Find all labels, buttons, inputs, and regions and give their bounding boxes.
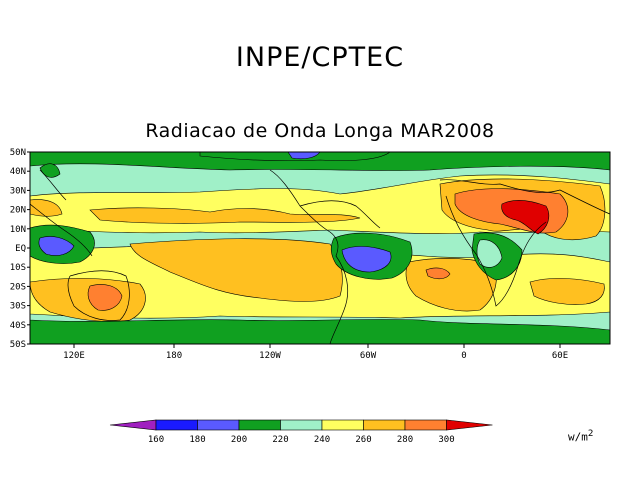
colorbar-high-arrow — [446, 419, 493, 431]
unit-label: w/m2 — [568, 428, 593, 444]
colorbar-label: 280 — [397, 435, 413, 445]
olr-region-13 — [87, 284, 123, 311]
colorbar-label: 180 — [189, 435, 205, 445]
x-tick-label: 60E — [552, 351, 568, 361]
x-axis-ticks: 120E 180 120W 60W 0 60E — [63, 344, 568, 361]
y-tick-label: 50S — [10, 340, 26, 350]
colorbar-label: 260 — [355, 435, 371, 445]
y-tick-label: 30S — [10, 302, 26, 312]
y-tick-label: 50N — [10, 148, 26, 158]
colorbar-swatch — [404, 419, 447, 431]
y-tick-label: EQ — [15, 244, 26, 254]
coastline-1 — [269, 169, 348, 344]
coastline-7 — [39, 169, 67, 201]
unit-exponent: 2 — [587, 428, 594, 439]
x-tick-label: 120E — [63, 351, 85, 361]
x-tick-label: 180 — [166, 351, 182, 361]
chart-subtitle: Radiacao de Onda Longa MAR2008 — [145, 120, 495, 142]
coastline-2 — [299, 200, 381, 229]
olr-region-23 — [341, 246, 392, 273]
olr-region-6 — [30, 199, 63, 217]
olr-contour-fields — [30, 152, 610, 344]
chart-title: INPE/CPTEC — [235, 42, 405, 73]
y-axis-ticks: 50N 40N 30N 20N 10N EQ 10S 20S 30S 40S 50S — [10, 148, 30, 350]
olr-region-21 — [476, 239, 503, 268]
x-tick-label: 0 — [461, 351, 466, 361]
colorbar: 160 180 200 220 240 260 280 300 — [109, 419, 493, 445]
colorbar-label: 240 — [314, 435, 330, 445]
unit-label-text: w/m — [568, 430, 588, 444]
x-tick-label: 120W — [259, 351, 281, 361]
coastlines — [30, 169, 610, 344]
colorbar-low-arrow — [109, 419, 157, 431]
y-tick-label: 10N — [10, 225, 26, 235]
colorbar-swatch — [363, 419, 406, 431]
olr-region-5 — [89, 207, 361, 224]
colorbar-swatch — [280, 419, 323, 431]
olr-region-22 — [38, 236, 75, 256]
y-tick-label: 20S — [10, 282, 26, 292]
olr-region-11 — [529, 278, 605, 305]
y-tick-label: 30N — [10, 186, 26, 196]
coastline-3 — [439, 179, 610, 215]
y-tick-label: 40N — [10, 167, 26, 177]
coastline-6 — [30, 203, 93, 257]
y-tick-label: 10S — [10, 263, 26, 273]
coastline-5 — [67, 270, 130, 321]
colorbar-swatch — [238, 419, 281, 431]
olr-region-8 — [129, 238, 343, 302]
x-tick-label: 60W — [360, 351, 377, 361]
colorbar-label: 300 — [438, 435, 454, 445]
colorbar-label: 160 — [148, 435, 164, 445]
colorbar-swatch — [321, 419, 364, 431]
olr-region-14 — [425, 267, 451, 280]
colorbar-swatch — [155, 419, 198, 431]
colorbar-label: 220 — [272, 435, 288, 445]
y-tick-label: 40S — [10, 321, 26, 331]
coastline-4 — [445, 195, 547, 307]
y-tick-label: 20N — [10, 206, 26, 216]
colorbar-swatch — [197, 419, 240, 431]
olr-region-15 — [501, 200, 550, 235]
colorbar-label: 200 — [231, 435, 247, 445]
